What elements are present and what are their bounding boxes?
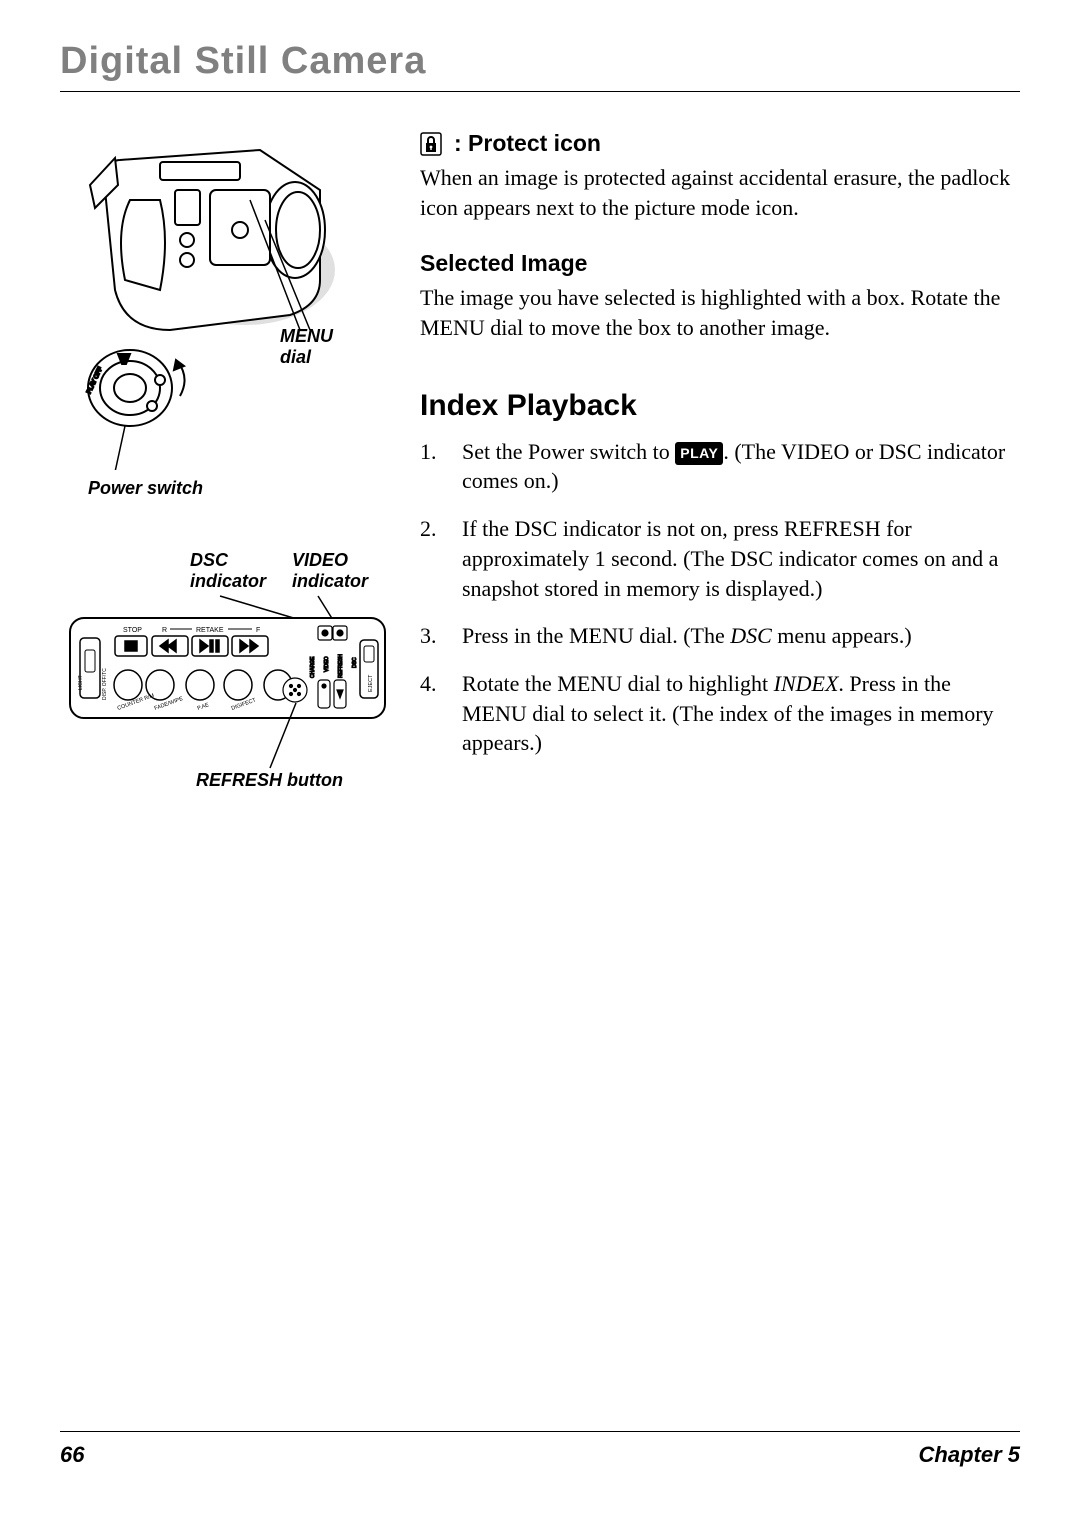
step-4: Rotate the MENU dial to highlight INDEX.… [420,669,1020,758]
play-badge: PLAY [675,442,723,465]
content-area: PLAY OFF MENU dial Power switch DSC indi… [60,130,1020,810]
selected-image-body: The image you have selected is highlight… [420,283,1020,342]
page-title: Digital Still Camera [60,40,1020,92]
svg-text:R: R [162,627,167,634]
page-footer: 66 Chapter 5 [60,1431,1020,1468]
camera-figure: PLAY OFF MENU dial Power switch [60,130,360,490]
panel-figure: DSC indicator VIDEO indicator STOP R RET… [60,550,390,810]
label-dsc-indicator: DSC indicator [190,550,266,591]
index-playback-heading: Index Playback [420,389,1020,423]
svg-text:F: F [256,627,260,634]
lock-icon [420,132,446,156]
protect-icon-heading: : Protect icon [420,130,1020,157]
chapter-label: Chapter 5 [919,1442,1020,1468]
page-number: 66 [60,1442,84,1468]
svg-text:DISP. OFF/TC: DISP. OFF/TC [102,668,108,700]
right-column: : Protect icon When an image is protecte… [410,130,1020,810]
label-menu-dial: MENU dial [280,326,360,368]
svg-text:RETAKE: RETAKE [196,627,224,634]
protect-icon-body: When an image is protected against accid… [420,163,1020,222]
label-power-switch: Power switch [88,478,203,499]
index-playback-steps: Set the Power switch to PLAY. (The VIDEO… [420,437,1020,758]
svg-text:CHARGE: CHARGE [310,656,316,678]
stop-text: STOP [123,627,142,634]
svg-text:DSC: DSC [352,657,358,668]
svg-text:EJECT: EJECT [368,674,374,692]
step-1: Set the Power switch to PLAY. (The VIDEO… [420,437,1020,496]
label-video-indicator: VIDEO indicator [292,550,368,591]
step-3: Press in the MENU dial. (The DSC menu ap… [420,621,1020,651]
svg-text:REFRESH: REFRESH [338,654,344,678]
svg-text:VIDEO: VIDEO [324,656,330,672]
selected-image-heading: Selected Image [420,250,1020,277]
camera-illustration: PLAY OFF [60,130,360,470]
svg-text:LIGHT: LIGHT [78,675,84,690]
label-refresh-button: REFRESH button [196,770,343,791]
step-2: If the DSC indicator is not on, press RE… [420,514,1020,603]
left-column: PLAY OFF MENU dial Power switch DSC indi… [60,130,390,810]
